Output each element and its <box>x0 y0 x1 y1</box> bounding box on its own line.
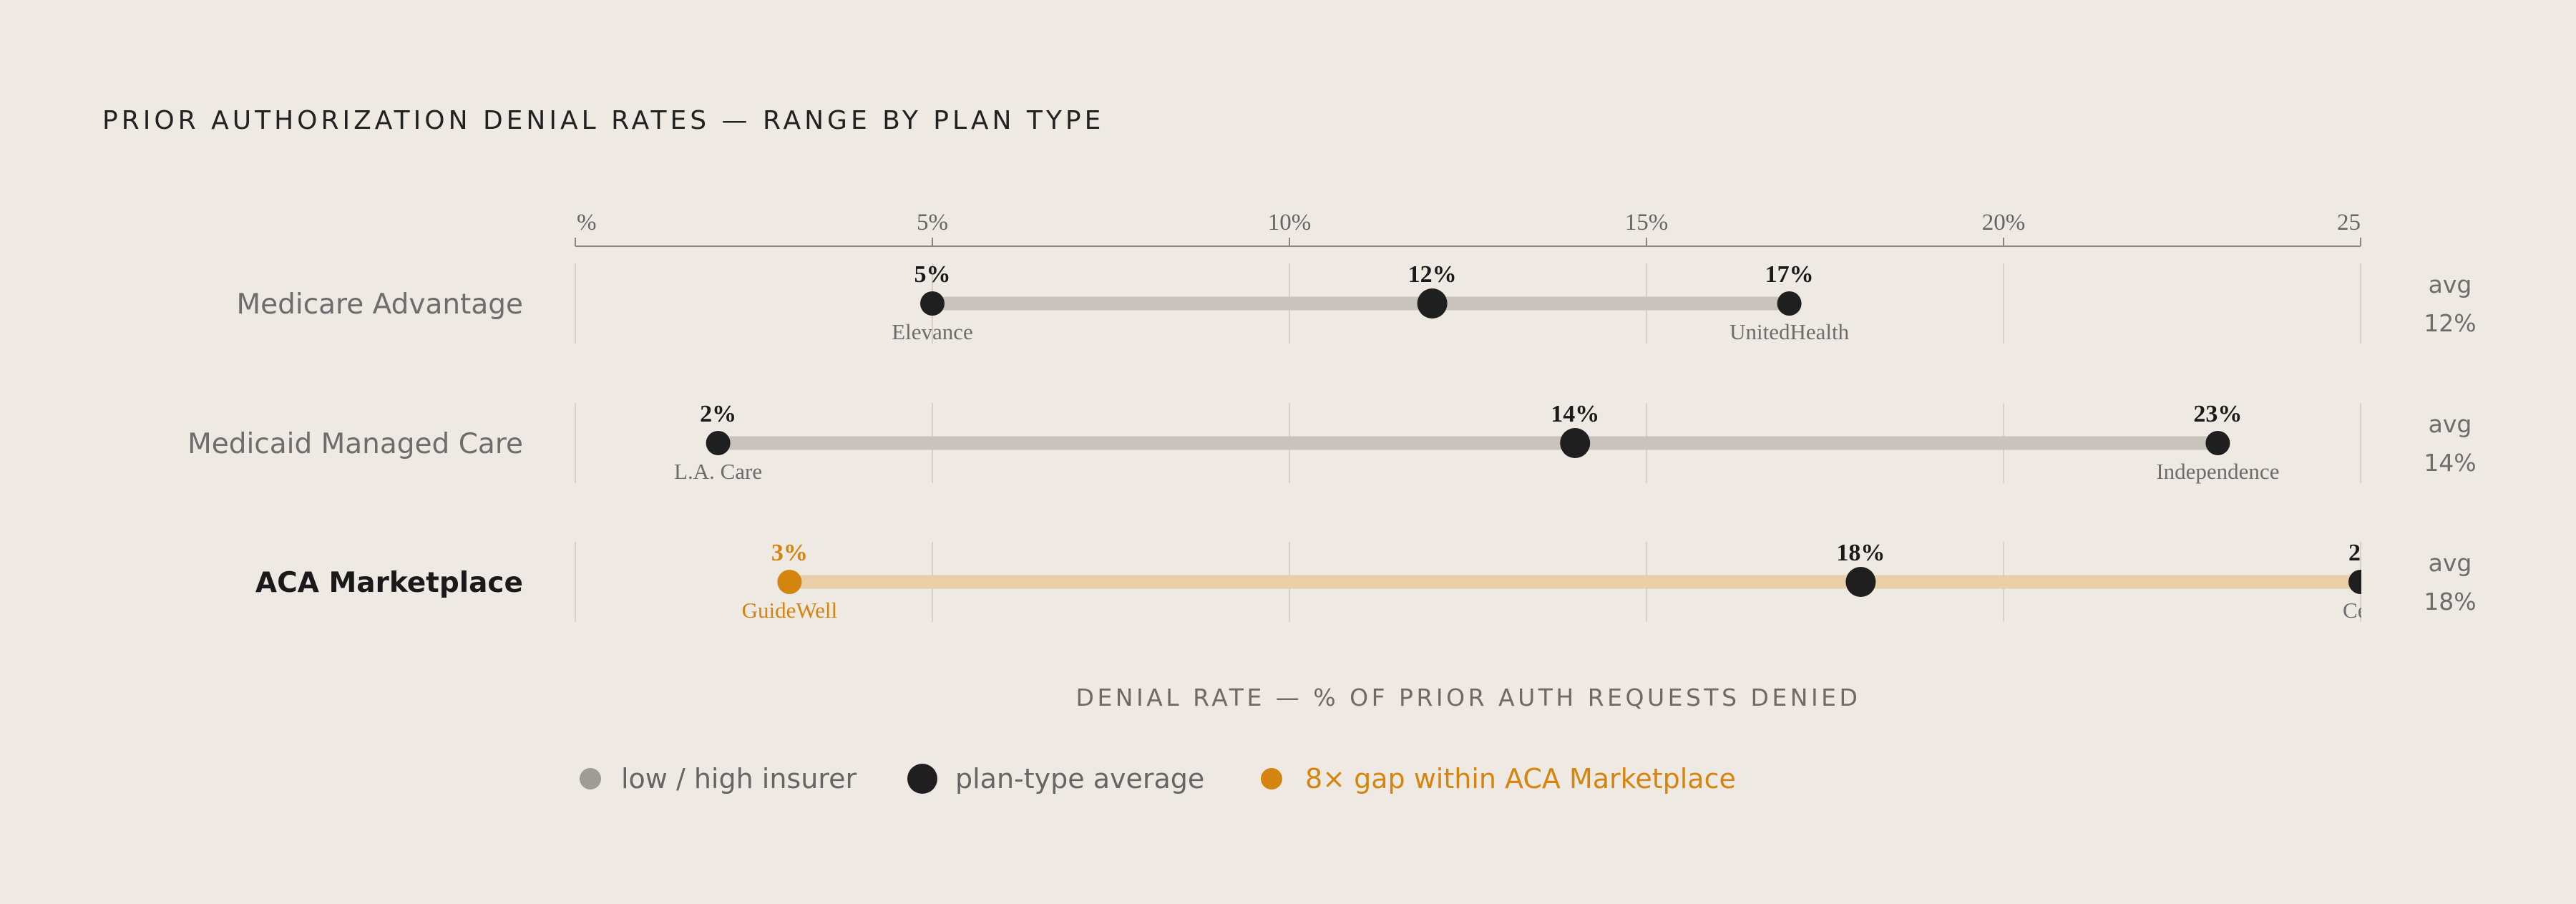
legend-marker <box>1261 768 1282 789</box>
avg-side-value: 18% <box>2424 588 2476 616</box>
row-label: ACA Marketplace <box>255 567 523 599</box>
avg-caption: avg <box>2429 410 2472 438</box>
avg-caption: avg <box>2429 271 2472 298</box>
low-dot <box>777 570 802 594</box>
avg-side-value: 12% <box>2424 309 2476 337</box>
legend-marker <box>580 768 601 789</box>
avg-side-value: 14% <box>2424 449 2476 477</box>
high-value-label: 23% <box>2193 401 2242 427</box>
high-insurer-label: UnitedHealth <box>1729 319 1850 344</box>
avg-dot <box>1845 567 1876 597</box>
high-insurer-label: Independence <box>2156 459 2279 484</box>
x-tick-label: 20% <box>1982 210 2026 235</box>
x-tick-label: 5% <box>917 210 948 235</box>
legend-label: plan-type average <box>955 763 1204 794</box>
high-dot <box>2205 431 2230 455</box>
x-axis-title: DENIAL RATE — % OF PRIOR AUTH REQUESTS D… <box>1076 684 1861 711</box>
low-insurer-label: GuideWell <box>742 598 838 623</box>
chart-title: PRIOR AUTHORIZATION DENIAL RATES — RANGE… <box>102 106 1104 135</box>
legend-label: low / high insurer <box>621 763 857 794</box>
high-insurer-label: Cen <box>2343 598 2379 623</box>
avg-value-label: 18% <box>1836 540 1885 566</box>
low-value-label: 2% <box>700 401 736 427</box>
low-value-label: 3% <box>771 540 808 566</box>
x-tick-label: 15% <box>1625 210 1669 235</box>
low-insurer-label: Elevance <box>892 319 973 344</box>
x-tick-label: 10% <box>1268 210 1312 235</box>
legend: low / high insurer plan-type average 8× ga… <box>580 763 1736 794</box>
row-labels: Medicare Advantage avg 12% Medicaid Managed… <box>187 271 2477 616</box>
high-dot <box>1777 291 1802 316</box>
avg-dot <box>1417 288 1448 319</box>
avg-dot <box>1560 428 1591 458</box>
low-insurer-label: L.A. Care <box>674 459 762 484</box>
high-dot <box>2348 570 2361 594</box>
x-tick-label: % <box>577 210 597 235</box>
low-dot <box>706 431 731 455</box>
legend-marker <box>907 764 937 794</box>
avg-value-label: 14% <box>1551 401 1599 427</box>
low-dot <box>920 291 945 316</box>
legend-label: 8× gap within ACA Marketplace <box>1305 763 1736 794</box>
low-value-label: 5% <box>914 261 951 288</box>
high-value-label: 25 <box>2348 540 2373 566</box>
high-value-label: 17% <box>1765 261 1814 288</box>
avg-value-label: 12% <box>1408 261 1457 288</box>
row-label: Medicaid Managed Care <box>187 428 523 460</box>
x-tick-label: 25 <box>2337 210 2361 235</box>
row-label: Medicare Advantage <box>236 288 523 321</box>
x-axis: % 5% 10% 15% 20% 25 <box>575 210 2361 247</box>
plot-area: 5% 12% 17% Elevance UnitedHealth 2% 14% 23% L.A.… <box>674 261 2379 623</box>
avg-caption: avg <box>2429 549 2472 577</box>
